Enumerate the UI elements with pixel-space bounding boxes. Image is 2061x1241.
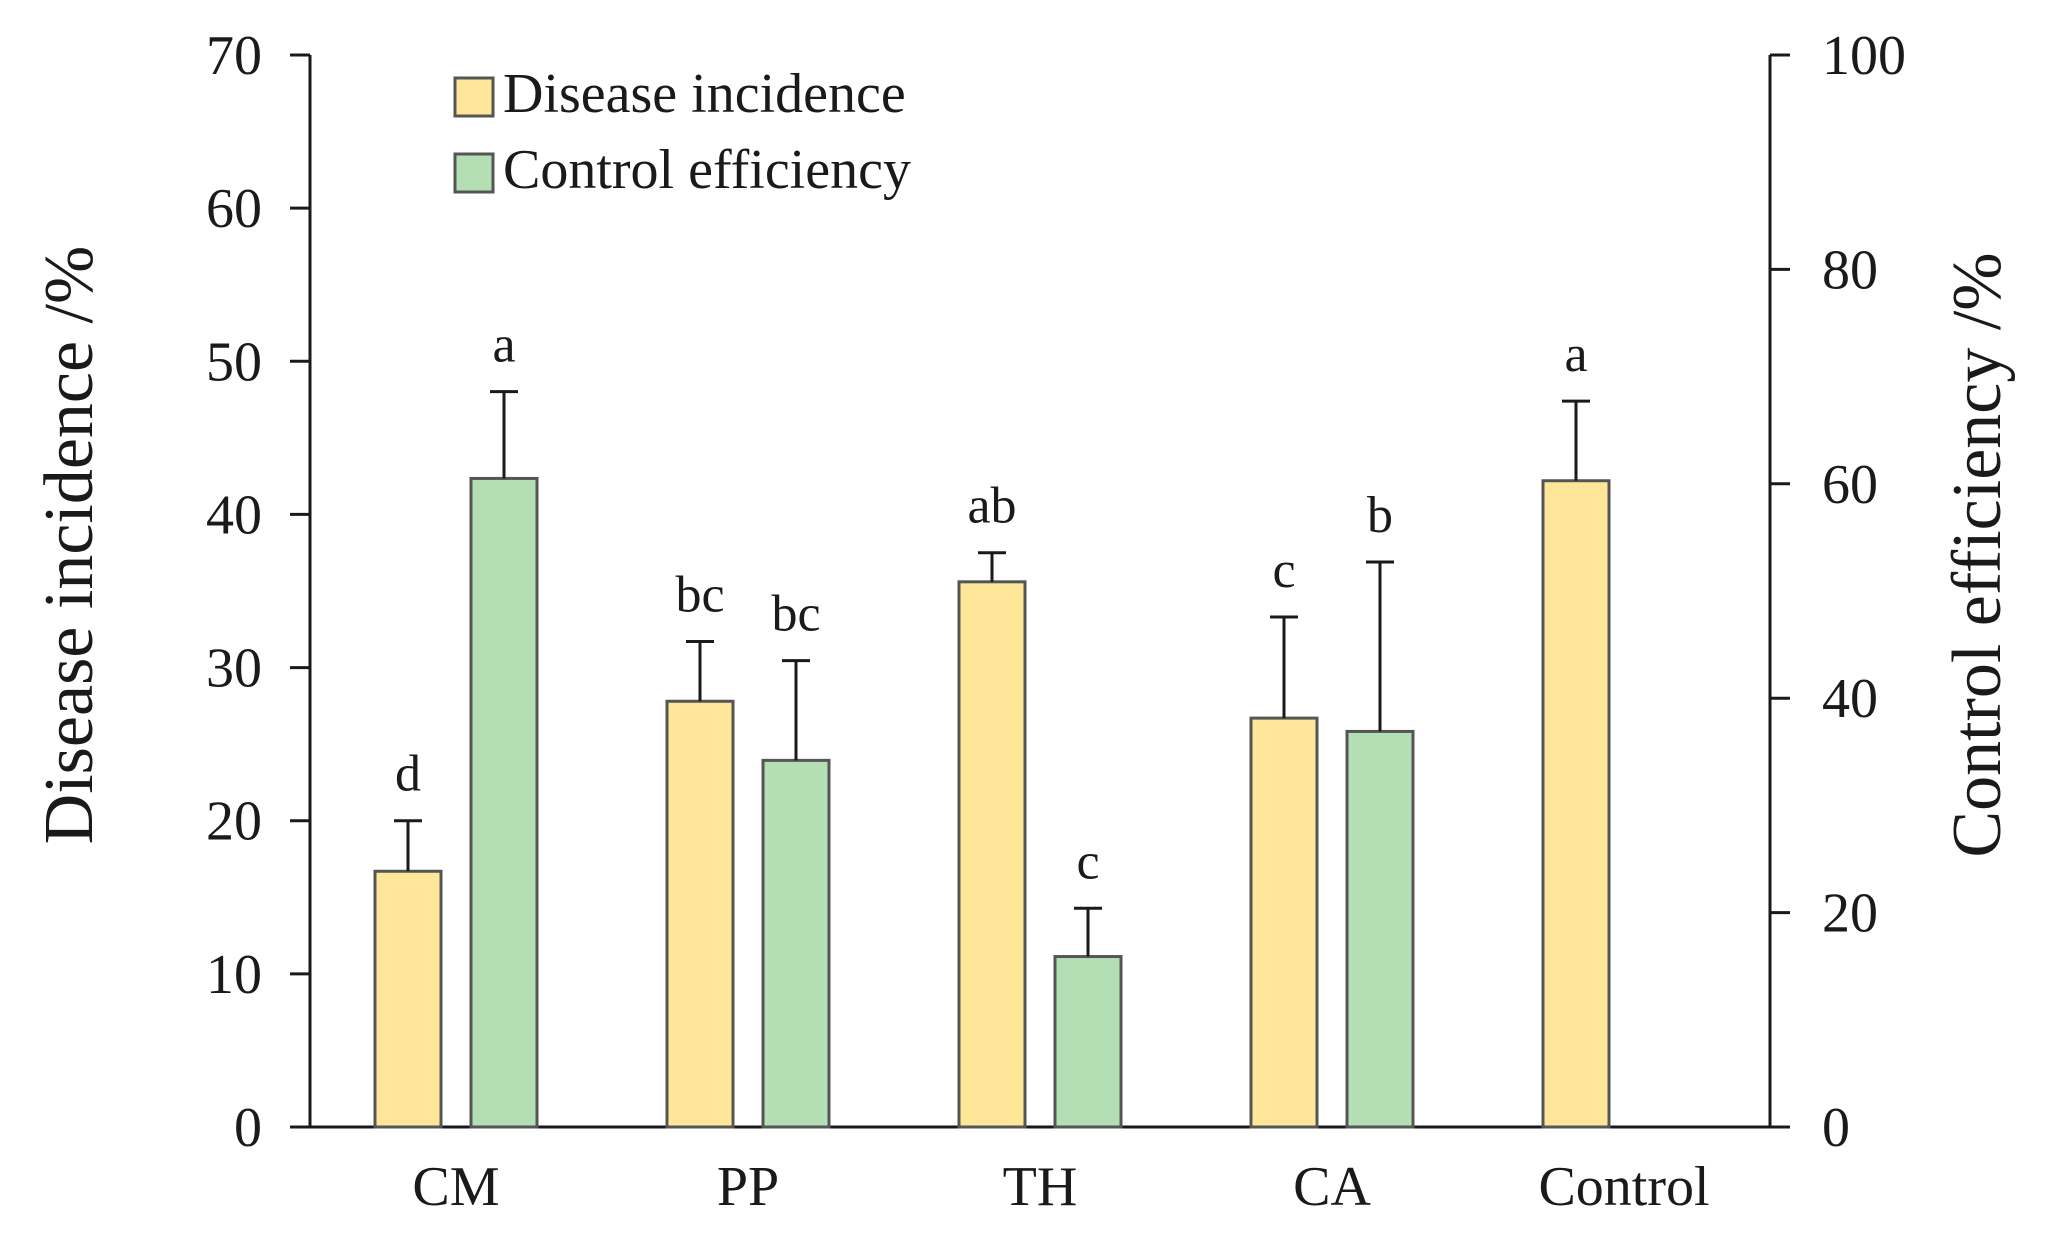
significance-label: b	[1367, 487, 1393, 544]
y-right-tick-label: 0	[1822, 1097, 1850, 1159]
bar-disease-incidence	[1541, 479, 1611, 1129]
significance-label: d	[395, 746, 421, 803]
legend: Disease incidence Control efficiency	[453, 63, 911, 201]
bar-disease-incidence	[665, 699, 735, 1129]
y-right-tick-label: 20	[1822, 883, 1878, 945]
y-right-tick-label: 80	[1822, 239, 1878, 301]
y-right-tick-label: 100	[1822, 25, 1906, 87]
y-left-tick-label: 10	[206, 944, 262, 1006]
significance-label: bc	[675, 567, 724, 624]
bar-disease-incidence	[1249, 716, 1319, 1129]
y-right-tick-label: 40	[1822, 668, 1878, 730]
significance-label: c	[1076, 833, 1099, 890]
bar-control-efficiency	[469, 476, 539, 1129]
significance-label: a	[492, 317, 515, 374]
x-tick-label: CM	[412, 1156, 499, 1218]
axes: 0 10 20 30 40 50 60 70 0 20 40 60 80 100 CM PP TH CA Contr…	[206, 25, 1906, 1218]
legend-label: Disease incidence	[503, 63, 906, 125]
significance-label: ab	[967, 478, 1016, 535]
y-left-tick-label: 40	[206, 484, 262, 546]
y-left-tick-label: 50	[206, 331, 262, 393]
significance-label: c	[1272, 542, 1295, 599]
bar-disease-incidence	[957, 580, 1027, 1129]
legend-label: Control efficiency	[503, 139, 911, 201]
legend-swatch-control-efficiency	[453, 152, 495, 194]
significance-label: a	[1564, 326, 1587, 383]
y-right-tick-label: 60	[1822, 454, 1878, 516]
x-tick-label: CA	[1293, 1156, 1371, 1218]
x-tick-label: TH	[1003, 1156, 1078, 1218]
y-left-tick-label: 70	[206, 25, 262, 87]
bar-control-efficiency	[1053, 955, 1123, 1129]
significance-label: bc	[771, 586, 820, 643]
y-left-tick-label: 30	[206, 638, 262, 700]
y-left-tick-label: 0	[234, 1097, 262, 1159]
y-axis-right-title: Control efficiency /%	[1939, 252, 2016, 857]
y-left-tick-label: 60	[206, 178, 262, 240]
bar-control-efficiency	[761, 758, 831, 1129]
x-tick-label: Control	[1538, 1156, 1709, 1218]
y-axis-left-title: Disease incidence /%	[31, 246, 108, 845]
y-left-tick-label: 20	[206, 791, 262, 853]
legend-swatch-disease-incidence	[453, 76, 495, 118]
bar-control-efficiency	[1345, 729, 1415, 1129]
x-tick-label: PP	[717, 1156, 779, 1218]
bar-disease-incidence	[373, 869, 443, 1129]
